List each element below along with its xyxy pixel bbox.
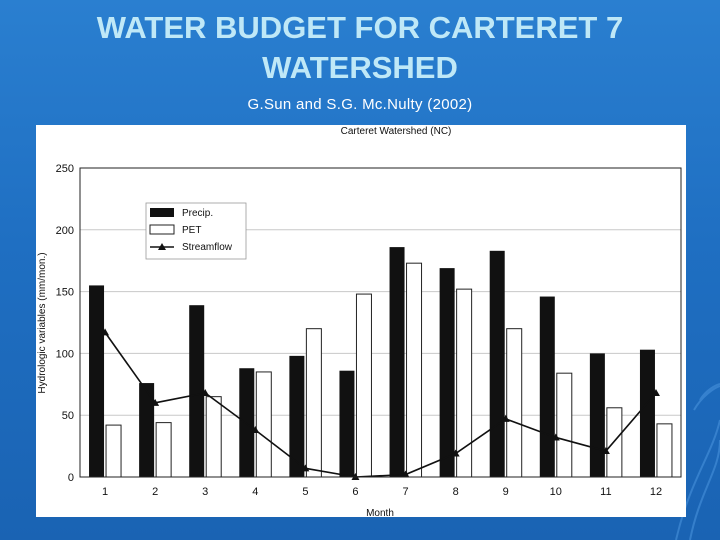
precip-bar [489,250,505,477]
precip-bar [339,370,355,477]
x-tick-label: 3 [202,486,208,498]
legend-pet-swatch [149,224,175,235]
legend-label: Streamflow [182,242,233,253]
citation-text: G.Sun and S.G. Mc.Nulty (2002) [247,96,473,113]
legend-label: Precip. [182,208,213,219]
x-tick-label: 1 [102,486,108,498]
streamflow-point [251,426,260,434]
slide-title-line-1: WATER BUDGET FOR CARTERET 7 [96,10,624,45]
x-tick-label: 10 [550,486,562,498]
streamflow-point [551,433,560,441]
streamflow-point [601,447,610,455]
streamflow-point [451,449,460,457]
streamflow-point [201,388,210,396]
x-tick-label: 5 [302,486,308,498]
pet-bar [506,328,523,478]
streamflow-point [501,414,510,422]
y-tick-label: 100 [56,348,74,360]
x-tick-label: 4 [252,486,258,498]
pet-bar [305,328,322,478]
precip-bar [139,383,155,477]
y-tick-label: 200 [56,225,74,237]
y-tick-label: 0 [68,472,74,484]
chart-title: Carteret Watershed (NC) [341,126,452,137]
precip-bar [439,268,455,477]
precip-bar [589,353,605,477]
pet-bar [406,262,423,478]
y-tick-label: 250 [56,163,74,175]
precip-bar [389,247,405,477]
precip-bar [189,305,205,477]
precip-bar [539,296,555,477]
pet-bar [456,288,473,478]
legend-label: PET [182,225,201,236]
streamflow-point [651,388,660,396]
pet-bar [205,396,222,478]
streamflow-point [401,470,410,478]
y-axis-label: Hydrologic variables (mm/mon.) [37,252,48,393]
y-tick-label: 50 [62,410,74,422]
chart-streamflow-line [101,328,660,480]
x-tick-label: 11 [600,486,611,498]
pet-bar [556,372,573,478]
x-tick-label: 8 [453,486,459,498]
pet-bar [255,371,272,478]
x-tick-label: 6 [352,486,358,498]
pet-bar [656,423,673,478]
precip-bar [289,355,305,477]
streamflow-line [104,331,657,478]
x-tick-label: 9 [503,486,509,498]
pet-bar [155,422,172,478]
pet-bar [105,424,122,478]
x-axis-label: Month [366,508,394,517]
x-tick-label: 2 [152,486,158,498]
plot-frame [79,167,682,478]
x-tick-label: 7 [402,486,408,498]
streamflow-point [301,464,310,472]
precip-bar [89,285,105,477]
y-tick-label: 150 [56,287,74,299]
slide-title-line-2: WATERSHED [262,50,458,85]
legend-streamflow-marker [158,243,166,250]
legend-precip-swatch [150,208,174,217]
pet-bar [355,293,372,478]
streamflow-point [151,398,160,406]
precip-bar [639,349,655,477]
x-tick-label: 12 [650,486,662,498]
chart-bars [89,247,673,478]
chart-legend: Precip. PET Streamflow [145,202,247,260]
chart-panel: 0 50 100 150 200 250 1 2 3 4 5 6 7 8 9 10 11 12 Precip. PE… [36,125,686,517]
slide-title: WATER BUDGET FOR CARTERET 7 WATERSHED [0,8,720,88]
streamflow-point [101,328,110,336]
precip-bar [239,368,255,477]
